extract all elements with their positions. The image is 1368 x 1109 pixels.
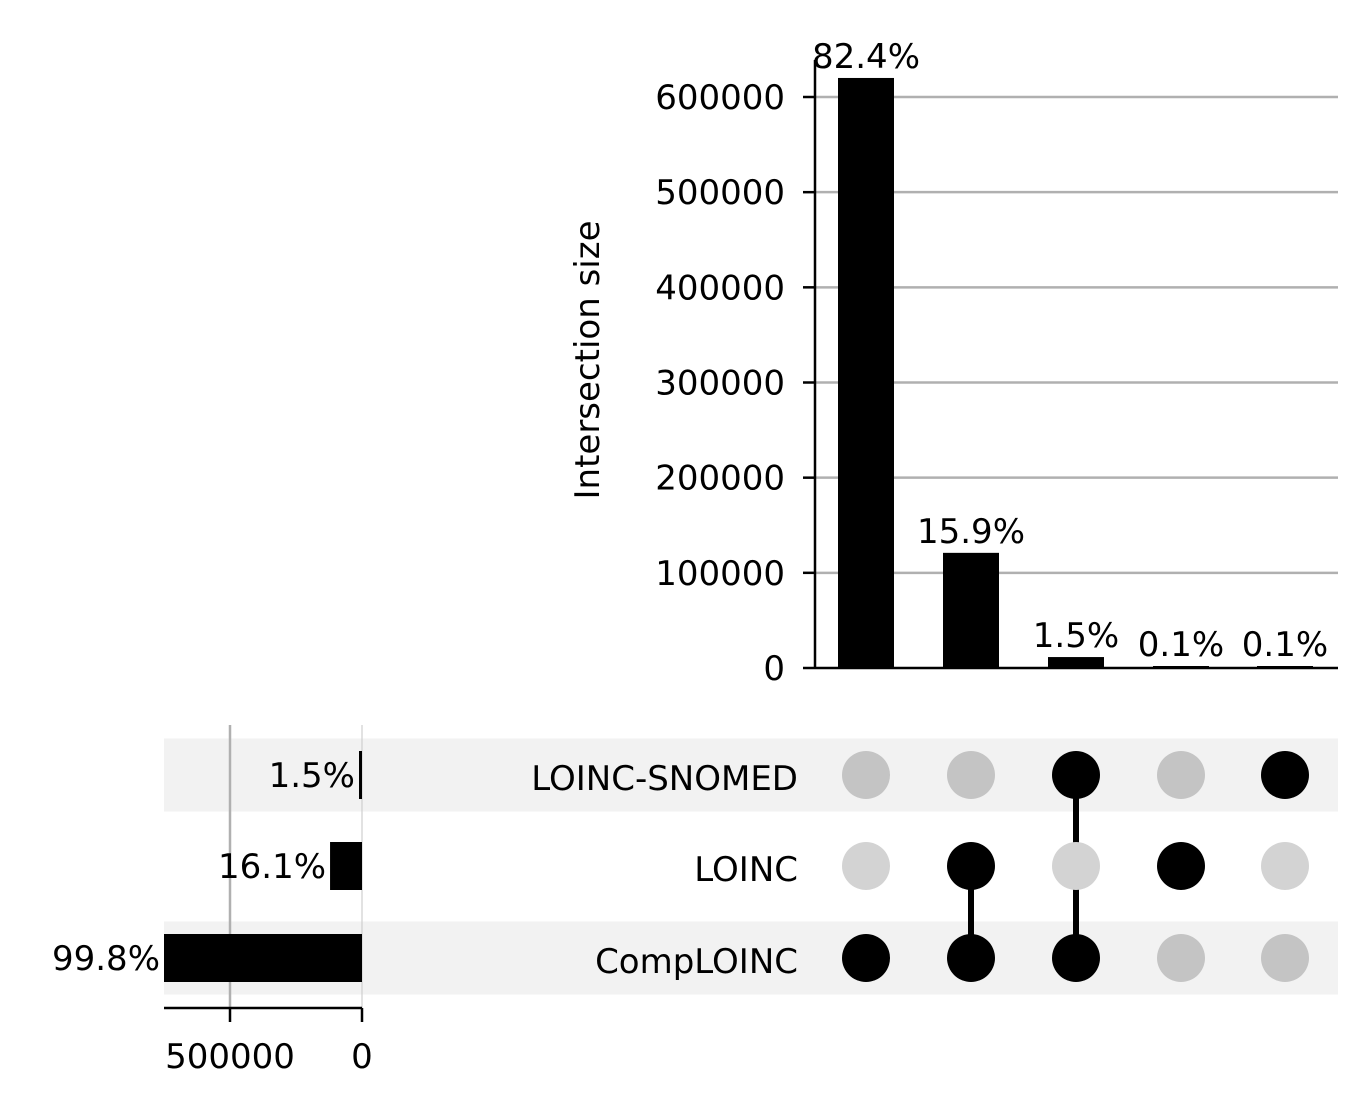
set-name-label: LOINC <box>694 850 798 890</box>
set-size-bar <box>359 751 362 799</box>
intersection-bar <box>838 77 894 668</box>
intersection-bar <box>1153 666 1209 668</box>
set-size-label: 16.1% <box>218 847 326 887</box>
y-tick-label: 500000 <box>655 173 785 213</box>
set-name-label: LOINC-SNOMED <box>531 759 798 799</box>
intersection-bar <box>1048 657 1104 668</box>
membership-dot-inactive <box>1052 842 1100 890</box>
intersection-bar-label: 82.4% <box>812 37 920 77</box>
y-axis-label: Intersection size <box>568 221 608 500</box>
membership-dot-active <box>842 934 890 982</box>
intersection-bar <box>1257 666 1313 668</box>
set-size-bar <box>164 934 362 982</box>
intersection-bar-label: 0.1% <box>1242 625 1328 665</box>
membership-dot-inactive <box>1157 751 1205 799</box>
membership-dot-inactive <box>1261 934 1309 982</box>
membership-dot-active <box>947 842 995 890</box>
intersection-bar <box>943 552 999 668</box>
membership-dot-inactive <box>842 842 890 890</box>
set-x-tick-label: 0 <box>351 1037 373 1077</box>
set-size-bar <box>330 842 362 890</box>
y-tick-label: 600000 <box>655 78 785 118</box>
intersection-bar-label: 1.5% <box>1033 616 1119 656</box>
membership-dot-inactive <box>1261 842 1309 890</box>
y-tick-label: 100000 <box>655 554 785 594</box>
membership-dot-inactive <box>1157 934 1205 982</box>
intersection-bar-label: 15.9% <box>917 512 1025 552</box>
set-x-tick-label: 500000 <box>165 1037 295 1077</box>
y-tick-label: 0 <box>763 649 785 689</box>
y-tick-label: 300000 <box>655 364 785 404</box>
set-size-label: 99.8% <box>52 939 160 979</box>
set-name-label: CompLOINC <box>595 942 798 982</box>
membership-dot-active <box>1261 751 1309 799</box>
membership-dot-active <box>1157 842 1205 890</box>
membership-dot-inactive <box>842 751 890 799</box>
intersection-bar-label: 0.1% <box>1138 625 1224 665</box>
membership-dot-active <box>1052 934 1100 982</box>
set-size-label: 1.5% <box>269 756 355 796</box>
y-tick-label: 400000 <box>655 268 785 308</box>
membership-dot-active <box>947 934 995 982</box>
membership-dot-active <box>1052 751 1100 799</box>
y-tick-label: 200000 <box>655 459 785 499</box>
membership-dot-inactive <box>947 751 995 799</box>
